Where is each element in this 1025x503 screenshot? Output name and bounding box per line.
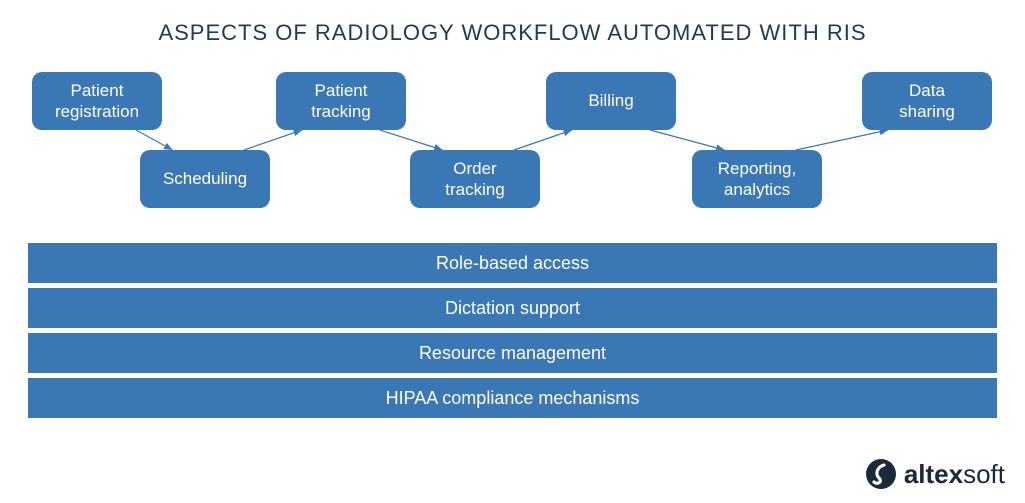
flow-arrow: [514, 130, 572, 150]
flow-node-reporting: Reporting,analytics: [692, 150, 822, 208]
flow-arrow: [380, 130, 443, 150]
flow-node-scheduling: Scheduling: [140, 150, 270, 208]
flow-arrow: [650, 130, 725, 150]
brand-logo: altexsoft: [864, 457, 1005, 491]
flow-node-billing: Billing: [546, 72, 676, 130]
brand-icon: [864, 457, 898, 491]
brand-prefix: altex: [904, 459, 963, 489]
flow-node-patient-registration: Patientregistration: [32, 72, 162, 130]
foundation-bars: Role-based access Dictation support Resour…: [28, 243, 997, 423]
flow-node-data-sharing: Datasharing: [862, 72, 992, 130]
flow-node-patient-tracking: Patienttracking: [276, 72, 406, 130]
brand-text: altexsoft: [904, 459, 1005, 490]
foundation-bar: HIPAA compliance mechanisms: [28, 378, 997, 418]
foundation-bar: Resource management: [28, 333, 997, 373]
flow-arrow: [796, 130, 888, 150]
flow-arrow: [244, 130, 302, 150]
brand-suffix: soft: [963, 459, 1005, 489]
flow-arrow: [136, 130, 173, 150]
flow-node-order-tracking: Ordertracking: [410, 150, 540, 208]
foundation-bar: Dictation support: [28, 288, 997, 328]
workflow-diagram: Patientregistration SchedulingPatienttrac…: [0, 0, 1025, 250]
foundation-bar: Role-based access: [28, 243, 997, 283]
